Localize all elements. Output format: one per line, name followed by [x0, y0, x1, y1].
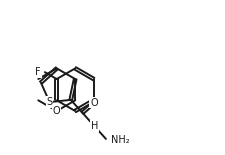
Text: O: O — [90, 97, 98, 108]
Text: S: S — [47, 97, 53, 107]
Text: NH₂: NH₂ — [111, 135, 130, 145]
Text: H: H — [90, 121, 98, 131]
Text: O: O — [53, 106, 61, 116]
Text: F: F — [36, 67, 41, 77]
